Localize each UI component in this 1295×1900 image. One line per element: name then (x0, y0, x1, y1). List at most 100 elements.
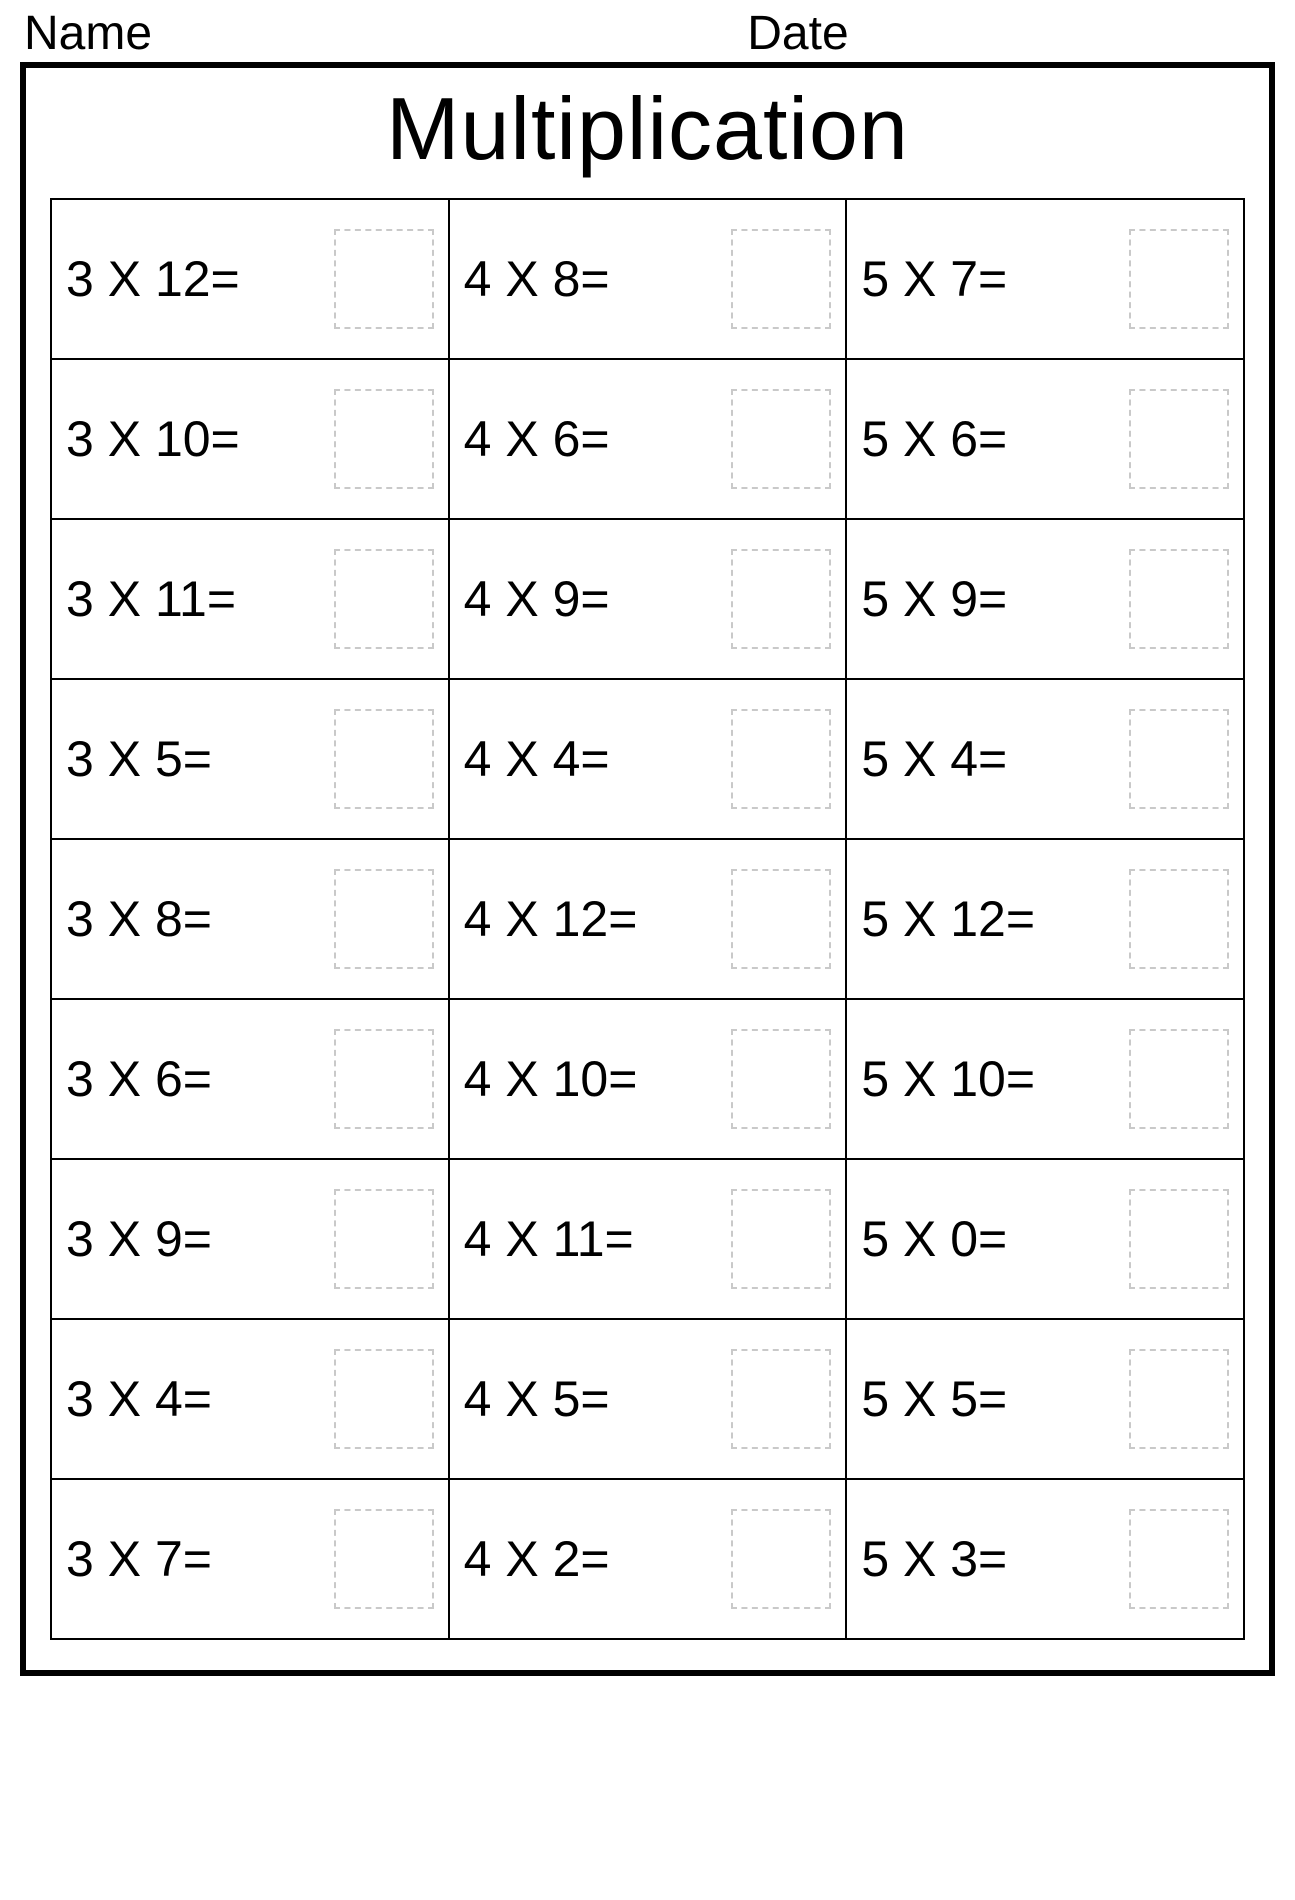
grid-cell: 3 X 9= (51, 1159, 449, 1319)
grid-cell: 4 X 5= (449, 1319, 847, 1479)
cell-inner: 5 X 10= (861, 1029, 1229, 1129)
answer-box[interactable] (1129, 1509, 1229, 1609)
answer-box[interactable] (334, 1189, 434, 1289)
answer-box[interactable] (1129, 869, 1229, 969)
answer-box[interactable] (731, 549, 831, 649)
cell-inner: 5 X 4= (861, 709, 1229, 809)
problem-text: 3 X 7= (66, 1530, 212, 1588)
answer-box[interactable] (1129, 389, 1229, 489)
grid-cell: 5 X 5= (846, 1319, 1244, 1479)
problem-text: 4 X 12= (464, 890, 638, 948)
answer-box[interactable] (731, 709, 831, 809)
answer-box[interactable] (334, 869, 434, 969)
problem-text: 3 X 9= (66, 1210, 212, 1268)
cell-inner: 3 X 9= (66, 1189, 434, 1289)
answer-box[interactable] (731, 1349, 831, 1449)
cell-inner: 3 X 7= (66, 1509, 434, 1609)
grid-cell: 5 X 7= (846, 199, 1244, 359)
cell-inner: 4 X 12= (464, 869, 832, 969)
grid-row: 3 X 12= 4 X 8= 5 X 7= (51, 199, 1244, 359)
cell-inner: 4 X 2= (464, 1509, 832, 1609)
grid-cell: 3 X 6= (51, 999, 449, 1159)
grid-row: 3 X 6= 4 X 10=5 X 10= (51, 999, 1244, 1159)
problem-text: 5 X 4= (861, 730, 1007, 788)
grid-row: 3 X 10= 4 X 6= 5 X 6= (51, 359, 1244, 519)
answer-box[interactable] (1129, 549, 1229, 649)
grid-cell: 5 X 4= (846, 679, 1244, 839)
name-label: Name (24, 10, 747, 58)
grid-cell: 4 X 9= (449, 519, 847, 679)
problem-text: 3 X 5= (66, 730, 212, 788)
grid-cell: 5 X 10= (846, 999, 1244, 1159)
date-label: Date (747, 10, 1271, 58)
grid-row: 3 X 7= 4 X 2= 5 X 3= (51, 1479, 1244, 1639)
grid-cell: 4 X 12= (449, 839, 847, 999)
grid-cell: 3 X 10= (51, 359, 449, 519)
cell-inner: 3 X 12= (66, 229, 434, 329)
cell-inner: 3 X 11= (66, 549, 434, 649)
cell-inner: 5 X 12= (861, 869, 1229, 969)
answer-box[interactable] (1129, 229, 1229, 329)
worksheet-frame: Multiplication 3 X 12=4 X 8=5 X 7=3 X 10… (20, 62, 1275, 1676)
answer-box[interactable] (334, 1509, 434, 1609)
answer-box[interactable] (334, 1349, 434, 1449)
cell-inner: 3 X 4= (66, 1349, 434, 1449)
cell-inner: 3 X 10= (66, 389, 434, 489)
grid-cell: 4 X 6= (449, 359, 847, 519)
grid-cell: 5 X 0= (846, 1159, 1244, 1319)
cell-inner: 5 X 9= (861, 549, 1229, 649)
problem-text: 5 X 6= (861, 410, 1007, 468)
cell-inner: 5 X 3= (861, 1509, 1229, 1609)
cell-inner: 4 X 4= (464, 709, 832, 809)
grid-cell: 3 X 12= (51, 199, 449, 359)
grid-cell: 4 X 8= (449, 199, 847, 359)
answer-box[interactable] (334, 1029, 434, 1129)
problem-text: 4 X 8= (464, 250, 610, 308)
grid-cell: 3 X 5= (51, 679, 449, 839)
cell-inner: 3 X 6= (66, 1029, 434, 1129)
answer-box[interactable] (731, 1029, 831, 1129)
problem-text: 5 X 5= (861, 1370, 1007, 1428)
grid-cell: 3 X 8= (51, 839, 449, 999)
problem-text: 5 X 7= (861, 250, 1007, 308)
problem-text: 4 X 6= (464, 410, 610, 468)
problem-text: 3 X 6= (66, 1050, 212, 1108)
answer-box[interactable] (1129, 1029, 1229, 1129)
header-row: Name Date (20, 10, 1275, 62)
answer-box[interactable] (1129, 709, 1229, 809)
grid-cell: 3 X 4= (51, 1319, 449, 1479)
grid-cell: 5 X 6= (846, 359, 1244, 519)
cell-inner: 4 X 6= (464, 389, 832, 489)
problem-text: 3 X 10= (66, 410, 240, 468)
answer-box[interactable] (334, 549, 434, 649)
answer-box[interactable] (731, 1189, 831, 1289)
cell-inner: 4 X 5= (464, 1349, 832, 1449)
answer-box[interactable] (1129, 1189, 1229, 1289)
problem-text: 4 X 11= (464, 1210, 634, 1268)
problem-text: 3 X 8= (66, 890, 212, 948)
answer-box[interactable] (334, 709, 434, 809)
problem-text: 4 X 4= (464, 730, 610, 788)
grid-cell: 4 X 4= (449, 679, 847, 839)
problem-text: 5 X 10= (861, 1050, 1035, 1108)
grid-row: 3 X 5= 4 X 4= 5 X 4= (51, 679, 1244, 839)
answer-box[interactable] (731, 389, 831, 489)
problem-text: 5 X 12= (861, 890, 1035, 948)
cell-inner: 4 X 8= (464, 229, 832, 329)
answer-box[interactable] (731, 869, 831, 969)
grid-cell: 5 X 3= (846, 1479, 1244, 1639)
grid-cell: 3 X 11= (51, 519, 449, 679)
problem-text: 5 X 0= (861, 1210, 1007, 1268)
answer-box[interactable] (334, 229, 434, 329)
problem-text: 4 X 2= (464, 1530, 610, 1588)
grid-row: 3 X 8= 4 X 12= 5 X 12= (51, 839, 1244, 999)
answer-box[interactable] (731, 1509, 831, 1609)
answer-box[interactable] (334, 389, 434, 489)
answer-box[interactable] (1129, 1349, 1229, 1449)
cell-inner: 5 X 0= (861, 1189, 1229, 1289)
grid-cell: 4 X 10= (449, 999, 847, 1159)
grid-cell: 5 X 9= (846, 519, 1244, 679)
answer-box[interactable] (731, 229, 831, 329)
cell-inner: 4 X 9= (464, 549, 832, 649)
cell-inner: 5 X 5= (861, 1349, 1229, 1449)
